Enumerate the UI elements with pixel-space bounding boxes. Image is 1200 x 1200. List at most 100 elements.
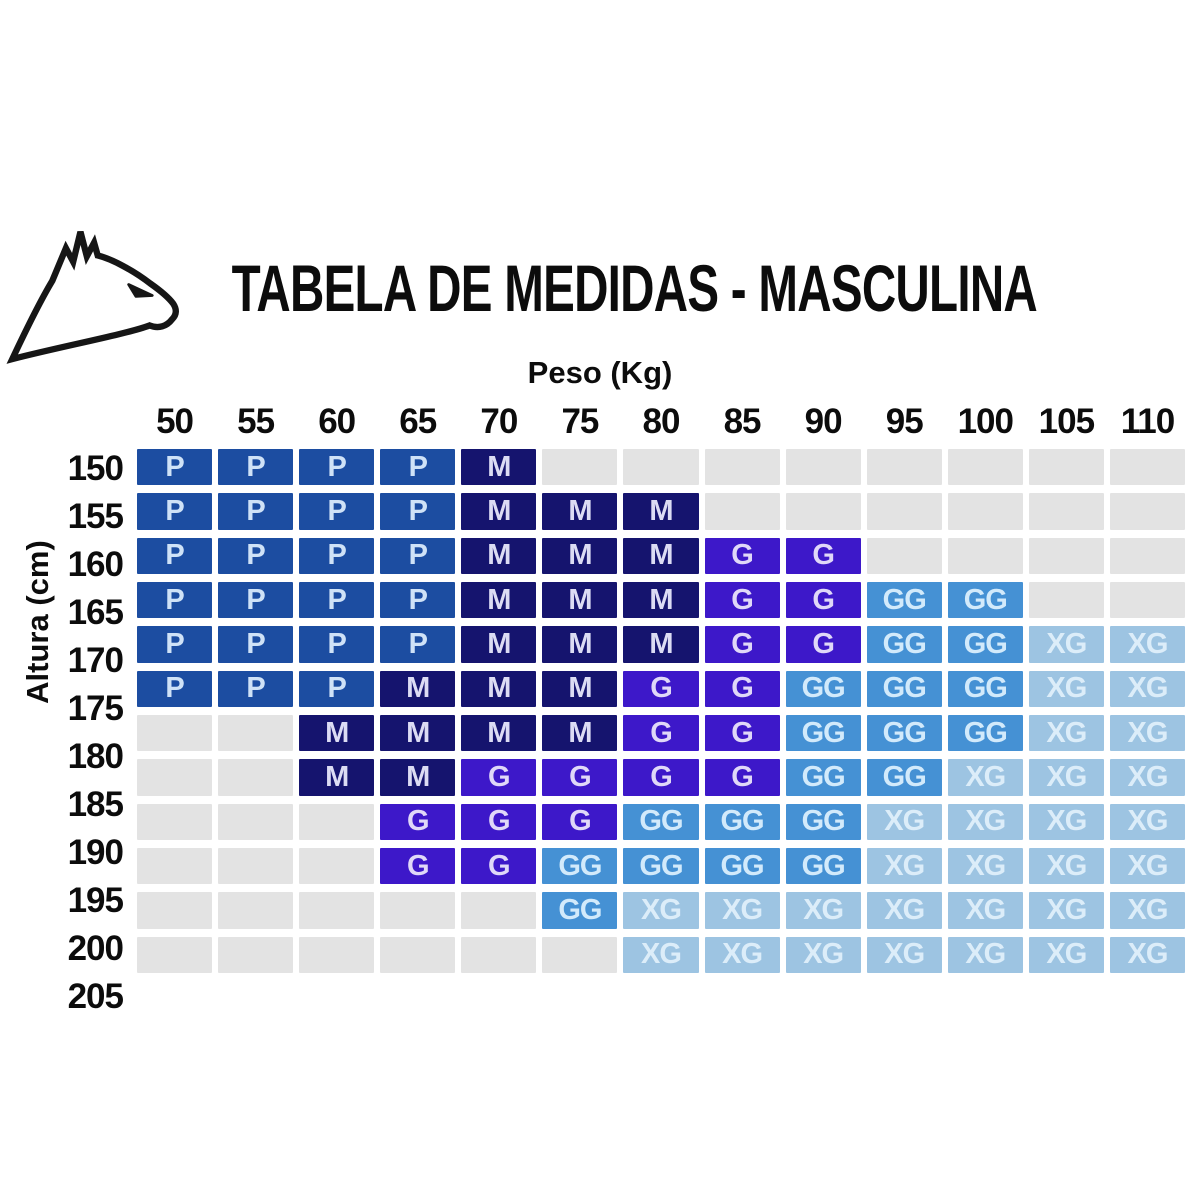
empty-cell — [785, 449, 861, 486]
empty-cell — [1028, 449, 1104, 486]
size-cell-xg: XG — [1028, 892, 1104, 929]
size-cell-g: G — [623, 759, 699, 796]
empty-cell — [542, 936, 618, 973]
size-cell-p: P — [137, 493, 213, 530]
height-label: 185 — [67, 785, 124, 824]
empty-cell — [947, 493, 1023, 530]
size-cell-xg: XG — [947, 892, 1023, 929]
size-cell-xg: XG — [947, 759, 1023, 796]
size-cell-xg: XG — [1109, 847, 1185, 885]
height-label: 165 — [67, 593, 124, 632]
size-cell-g: G — [704, 626, 780, 663]
empty-cell — [947, 449, 1023, 486]
size-cell-m: M — [461, 493, 537, 530]
empty-cell — [1109, 493, 1185, 530]
empty-cell — [1109, 537, 1185, 574]
size-cell-g: G — [542, 803, 618, 840]
height-label: 170 — [67, 641, 124, 680]
weight-header: 100 — [957, 402, 1014, 441]
size-cell-g: G — [380, 803, 456, 840]
weight-header: 70 — [480, 402, 518, 441]
size-cell-p: P — [380, 581, 456, 619]
weight-header: 65 — [399, 402, 437, 441]
size-cell-p: P — [218, 581, 294, 619]
size-cell-xg: XG — [1109, 759, 1185, 796]
size-cell-gg: GG — [947, 581, 1023, 619]
size-cell-g: G — [785, 581, 861, 619]
size-cell-xg: XG — [866, 847, 942, 885]
size-cell-p: P — [380, 626, 456, 663]
height-label: 160 — [67, 545, 124, 584]
size-cell-xg: XG — [1109, 803, 1185, 840]
size-cell-m: M — [461, 581, 537, 619]
size-cell-gg: GG — [785, 670, 861, 707]
size-cell-g: G — [704, 714, 780, 752]
size-cell-p: P — [299, 493, 375, 530]
weight-header: 85 — [723, 402, 762, 441]
size-cell-gg: GG — [866, 581, 942, 619]
weight-header: 105 — [1038, 402, 1095, 441]
size-cell-xg: XG — [785, 936, 861, 973]
weight-header: 60 — [318, 402, 356, 441]
weight-header: 50 — [156, 402, 194, 441]
height-label: 175 — [67, 689, 124, 728]
size-cell-g: G — [704, 581, 780, 619]
size-cell-xg: XG — [866, 936, 942, 973]
size-cell-p: P — [299, 626, 375, 663]
size-cell-m: M — [299, 714, 375, 752]
empty-cell — [1028, 581, 1104, 619]
empty-cell — [785, 493, 861, 530]
empty-cell — [137, 936, 213, 973]
size-cell-p: P — [380, 493, 456, 530]
size-cell-m: M — [380, 714, 456, 752]
empty-cell — [866, 449, 942, 486]
size-cell-p: P — [137, 670, 213, 707]
size-cell-gg: GG — [785, 803, 861, 840]
empty-cell — [1028, 493, 1104, 530]
size-cell-gg: GG — [866, 759, 942, 796]
empty-cell — [218, 714, 294, 752]
size-cell-g: G — [461, 803, 537, 840]
empty-cell — [704, 493, 780, 530]
empty-cell — [947, 537, 1023, 574]
size-cell-gg: GG — [704, 803, 780, 840]
size-cell-p: P — [218, 626, 294, 663]
size-cell-p: P — [218, 537, 294, 574]
empty-cell — [704, 449, 780, 486]
eagle-logo-icon — [6, 231, 179, 364]
empty-cell — [866, 537, 942, 574]
size-cell-p: P — [137, 449, 213, 486]
empty-cell — [299, 936, 375, 973]
size-cell-m: M — [542, 626, 618, 663]
size-cell-m: M — [623, 626, 699, 663]
size-cell-m: M — [299, 759, 375, 796]
size-cell-gg: GG — [542, 892, 618, 929]
empty-cell — [218, 759, 294, 796]
size-cell-p: P — [380, 449, 456, 486]
size-cell-g: G — [785, 537, 861, 574]
size-grid: P P P P M P P P P M M M P P P P M M M G G P P P P M M M G G GG GG P P P P M M… — [137, 449, 1185, 973]
size-cell-xg: XG — [1109, 714, 1185, 752]
empty-cell — [218, 847, 294, 885]
empty-cell — [218, 892, 294, 929]
weight-header: 55 — [237, 402, 275, 441]
size-cell-gg: GG — [947, 670, 1023, 707]
size-cell-xg: XG — [1028, 847, 1104, 885]
size-cell-p: P — [299, 449, 375, 486]
size-cell-xg: XG — [704, 892, 780, 929]
size-cell-xg: XG — [947, 847, 1023, 885]
size-cell-xg: XG — [866, 892, 942, 929]
size-cell-p: P — [218, 670, 294, 707]
size-cell-xg: XG — [623, 936, 699, 973]
empty-cell — [1028, 537, 1104, 574]
empty-cell — [461, 936, 537, 973]
weight-header: 75 — [561, 402, 599, 441]
size-cell-m: M — [461, 626, 537, 663]
size-cell-m: M — [623, 493, 699, 530]
size-cell-gg: GG — [866, 626, 942, 663]
weight-header: 95 — [885, 402, 924, 441]
size-cell-xg: XG — [1028, 670, 1104, 707]
height-label: 190 — [67, 833, 124, 872]
size-cell-xg: XG — [1028, 626, 1104, 663]
